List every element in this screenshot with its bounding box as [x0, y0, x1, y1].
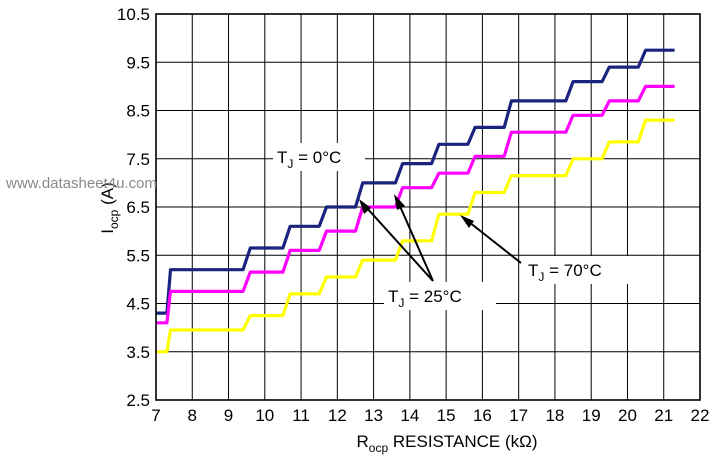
annotation-tj-0c: TJ = 0°C — [277, 148, 341, 171]
y-tick-label: 5.5 — [126, 246, 150, 265]
x-tick-label: 8 — [188, 406, 197, 425]
x-tick-label: 15 — [437, 406, 456, 425]
annotation-box-0c — [273, 143, 365, 171]
annotation-box-25c — [384, 282, 496, 310]
annotation-box-70c — [524, 256, 636, 284]
x-tick-label: 14 — [400, 406, 419, 425]
x-tick-label: 12 — [328, 406, 347, 425]
y-tick-label: 6.5 — [126, 198, 150, 217]
arrow-25c-a — [394, 194, 434, 282]
x-tick-label: 10 — [255, 406, 274, 425]
x-tick-label: 9 — [224, 406, 233, 425]
x-tick-label: 21 — [654, 406, 673, 425]
x-tick-label: 19 — [582, 406, 601, 425]
series-line-tj-70c — [156, 118, 675, 354]
x-tick-label: 20 — [618, 406, 637, 425]
series-lines — [156, 48, 675, 354]
arrow-25c-b — [359, 199, 434, 282]
arrow-70c — [460, 215, 522, 264]
series-line-tj-0c — [156, 48, 675, 315]
y-tick-labels: 2.5 3.5 4.5 5.5 6.5 7.5 8.5 9.5 10.5 — [117, 5, 150, 410]
grid-lines — [155, 13, 701, 401]
y-tick-label: 9.5 — [126, 53, 150, 72]
y-tick-label: 3.5 — [126, 343, 150, 362]
x-tick-label: 16 — [473, 406, 492, 425]
y-tick-label: 8.5 — [126, 102, 150, 121]
y-tick-label: 7.5 — [126, 150, 150, 169]
y-tick-label: 4.5 — [126, 295, 150, 314]
x-tick-label: 22 — [691, 406, 710, 425]
watermark-text: www.datasheet4u.com — [5, 175, 157, 192]
x-tick-label: 18 — [545, 406, 564, 425]
annotation-tj-25c: TJ = 25°C — [388, 287, 462, 310]
x-tick-labels: 7 8 9 10 11 12 13 14 15 16 17 18 19 20 21 22 — [151, 406, 709, 425]
annotation-tj-70c: TJ = 70°C — [528, 261, 602, 284]
x-tick-label: 7 — [151, 406, 160, 425]
x-tick-label: 17 — [509, 406, 528, 425]
y-tick-label: 2.5 — [126, 391, 150, 410]
x-tick-label: 13 — [364, 406, 383, 425]
y-axis-title: Iocp (A) — [98, 182, 121, 233]
x-axis-title: Rocp RESISTANCE (kΩ) — [357, 432, 538, 455]
series-line-tj-25c — [156, 84, 675, 325]
plot-frame — [155, 13, 701, 401]
x-tick-label: 11 — [292, 406, 310, 425]
y-tick-label: 10.5 — [117, 5, 150, 24]
